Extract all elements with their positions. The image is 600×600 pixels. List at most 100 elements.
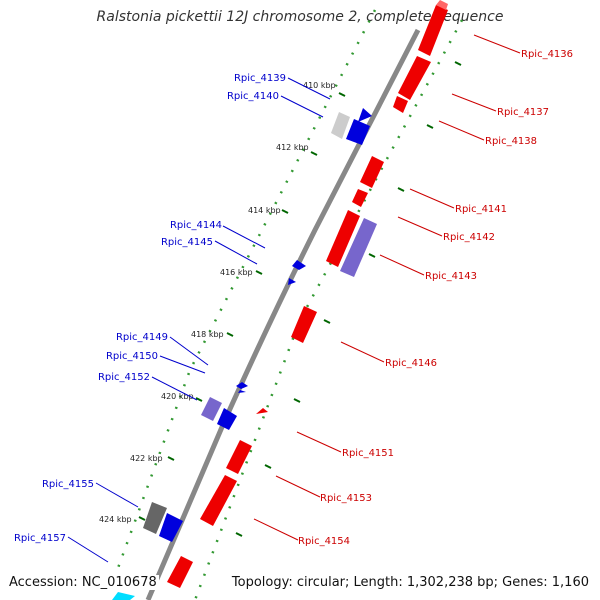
forward-genes [167, 0, 448, 588]
kbp-label: 424 kbp [99, 515, 132, 524]
leader-rpic-4139 [287, 77, 331, 100]
gene-label[interactable]: Rpic_4154 [298, 536, 350, 547]
tick-f5 [323, 319, 331, 324]
tick-422 [167, 456, 175, 461]
tick-f8 [235, 532, 243, 537]
gene-label[interactable]: Rpic_4155 [42, 479, 94, 490]
tick-f1 [454, 61, 462, 66]
gene-rpic-4140-b [358, 108, 372, 122]
leader-rpic-4150 [159, 355, 206, 374]
gene-rpic-4142 [326, 210, 360, 267]
reverse-leaders [67, 77, 331, 563]
gene-rpic-4138 [393, 96, 408, 113]
tick-f2 [426, 124, 434, 129]
gene-rpic-4150 [238, 390, 246, 393]
map-title: Ralstonia pickettii 12J chromosome 2, co… [96, 9, 504, 25]
gene-label[interactable]: Rpic_4153 [320, 493, 372, 504]
accession-text: Accession: NC_010678 [9, 575, 159, 590]
forward-leaders [253, 34, 521, 541]
leader-rpic-4146 [340, 341, 385, 363]
gene-rpic-4139 [331, 112, 350, 139]
tick-424 [138, 516, 146, 521]
tick-412 [310, 151, 318, 156]
gene-rpic-4136-b [436, 0, 448, 10]
kbp-label: 410 kbp [303, 81, 336, 90]
gene-rpic-4154 [167, 556, 193, 588]
gene-rpic-4141a [360, 156, 384, 188]
tick-414 [281, 209, 289, 214]
gene-rpic-4151 [256, 408, 268, 414]
leader-rpic-4140 [280, 95, 324, 118]
gene-label[interactable]: Rpic_4157 [14, 533, 66, 544]
leader-rpic-4152 [151, 376, 198, 401]
leader-rpic-4145 [214, 240, 258, 265]
gene-rpic-4144 [292, 260, 306, 270]
gene-rpic-4141b [352, 189, 368, 207]
chromosome-backbone [145, 28, 421, 600]
gene-label[interactable]: Rpic_4145 [161, 237, 213, 248]
gene-label[interactable]: Rpic_4151 [342, 448, 394, 459]
gene-label[interactable]: Rpic_4138 [485, 136, 537, 147]
gene-label[interactable]: Rpic_4140 [227, 91, 279, 102]
kbp-label: 420 kbp [161, 392, 194, 401]
gene-rpic-4143 [340, 218, 377, 277]
gene-rpic-4136 [418, 5, 448, 56]
genome-summary-text: Topology: circular; Length: 1,302,238 bp… [231, 575, 589, 590]
strand-guides [108, 9, 464, 600]
gene-rpic-4152a [201, 397, 222, 421]
leader-rpic-4149 [169, 336, 209, 366]
gene-label[interactable]: Rpic_4137 [497, 107, 549, 118]
reverse-gene-labels: Rpic_4139 Rpic_4140 Rpic_4144 Rpic_4145 … [14, 73, 286, 544]
gene-rpic-4149 [236, 382, 248, 389]
gene-label[interactable]: Rpic_4143 [425, 271, 477, 282]
gene-label[interactable]: Rpic_4141 [455, 204, 507, 215]
gene-label[interactable]: Rpic_4142 [443, 232, 495, 243]
tick-418 [226, 332, 234, 337]
kbp-label: 416 kbp [220, 268, 253, 277]
gene-label[interactable]: Rpic_4150 [106, 351, 158, 362]
gene-label[interactable]: Rpic_4144 [170, 220, 222, 231]
gene-rpic-4146 [291, 306, 317, 343]
leader-rpic-4136 [473, 34, 521, 54]
gene-rpic-4145 [288, 278, 296, 285]
accession-value: Accession: NC_010678 [9, 575, 159, 590]
leader-rpic-4141 [409, 188, 455, 209]
kbp-label: 418 kbp [191, 330, 224, 339]
tick-f6 [293, 398, 301, 403]
outer-forward-guide [193, 19, 464, 600]
leader-rpic-4154 [253, 518, 299, 541]
gene-rpic-4153b [200, 475, 237, 526]
gene-label[interactable]: Rpic_4146 [385, 358, 437, 369]
leader-rpic-4138 [438, 120, 485, 141]
tick-f3 [397, 187, 405, 192]
leader-rpic-4157 [67, 536, 109, 563]
leader-rpic-4137 [451, 93, 497, 112]
gene-rpic-4155b [159, 513, 183, 542]
leader-rpic-4155 [95, 482, 139, 508]
gene-label[interactable]: Rpic_4149 [116, 332, 168, 343]
leader-rpic-4153 [275, 475, 321, 498]
gene-label[interactable]: Rpic_4152 [98, 372, 150, 383]
leader-rpic-4151 [296, 431, 342, 453]
gene-label[interactable]: Rpic_4136 [521, 49, 573, 60]
kbp-label: 414 kbp [248, 206, 281, 215]
gene-rpic-4137 [398, 56, 431, 100]
kbp-label: 412 kbp [276, 143, 309, 152]
gene-cyan [112, 592, 135, 600]
tick-f4 [368, 253, 376, 258]
leader-rpic-4144 [222, 225, 266, 249]
tick-420 [195, 397, 203, 402]
kbp-label: 422 kbp [130, 454, 163, 463]
gene-rpic-4140 [346, 119, 370, 145]
gene-label[interactable]: Rpic_4139 [234, 73, 286, 84]
gene-rpic-4155a [143, 502, 167, 534]
tick-410 [338, 92, 346, 97]
gene-rpic-4152b [217, 408, 237, 430]
gene-rpic-4153a [226, 440, 252, 474]
kbp-labels: 410 kbp 412 kbp 414 kbp 416 kbp 418 kbp … [99, 81, 336, 524]
tick-f7 [264, 464, 272, 469]
tick-416 [255, 270, 263, 275]
leader-rpic-4142 [397, 216, 443, 237]
